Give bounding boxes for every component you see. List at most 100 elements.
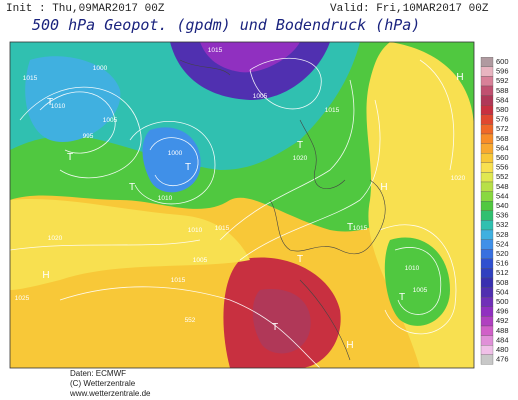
- isobar-label: 1025: [15, 295, 30, 302]
- colorbar-label: 564: [496, 143, 509, 152]
- colorbar-label: 532: [496, 220, 509, 229]
- isobar-label: 1015: [208, 47, 223, 54]
- colorbar-label: 600: [496, 57, 509, 66]
- colorbar-swatch: [480, 124, 494, 135]
- colorbar-swatch: [480, 249, 494, 259]
- colorbar-swatch: [480, 201, 494, 211]
- colorbar-swatch: [480, 335, 494, 346]
- isobar-label: 1015: [171, 277, 186, 284]
- colorbar-label: 492: [496, 316, 509, 325]
- isobar-label: 1010: [51, 103, 66, 110]
- colorbar-swatch: [480, 287, 494, 298]
- colorbar-swatch: [480, 85, 494, 96]
- pressure-symbol: T: [297, 254, 303, 265]
- isobar-label: 1015: [23, 75, 38, 82]
- colorbar-label: 528: [496, 230, 509, 239]
- colorbar-swatch: [480, 76, 494, 87]
- colorbar-label: 576: [496, 115, 509, 124]
- map-frame: [9, 41, 475, 369]
- colorbar-swatch: [480, 345, 494, 355]
- isobar-label: 1010: [158, 195, 173, 202]
- colorbar-swatch: [480, 306, 494, 317]
- isobar-label: 1000: [168, 150, 183, 157]
- colorbar-swatch: [480, 162, 494, 173]
- colorbar-swatch: [480, 297, 494, 307]
- pressure-symbol: T: [297, 140, 303, 151]
- colorbar-swatch: [480, 354, 494, 365]
- colorbar-label: 548: [496, 182, 509, 191]
- colorbar-swatch: [480, 191, 494, 202]
- colorbar-swatch: [480, 114, 494, 125]
- colorbar-label: 508: [496, 278, 509, 287]
- colorbar-label: 480: [496, 345, 509, 354]
- isobar-label: 1005: [253, 93, 268, 100]
- isobar-label: 1020: [451, 175, 466, 182]
- isobar-label: 1000: [93, 65, 108, 72]
- colorbar-swatch: [480, 229, 494, 240]
- colorbar-label: 484: [496, 335, 509, 344]
- colorbar-swatch: [480, 268, 494, 279]
- pressure-symbol: T: [185, 162, 191, 173]
- colorbar-label: 596: [496, 67, 509, 76]
- colorbar-swatch: [480, 316, 494, 327]
- colorbar-swatch: [480, 220, 494, 231]
- colorbar-label: 556: [496, 163, 509, 172]
- colorbar-label: 512: [496, 268, 509, 277]
- colorbar-swatch: [480, 239, 494, 250]
- colorbar-label: 524: [496, 239, 509, 248]
- map-field: [10, 42, 474, 368]
- colorbar-swatch: [480, 210, 494, 221]
- colorbar-swatch: [480, 95, 494, 106]
- colorbar-swatch: [480, 181, 494, 192]
- isobar-label: 1005: [193, 257, 208, 264]
- pressure-symbol: T: [67, 152, 73, 163]
- colorbar-label: 520: [496, 249, 509, 258]
- colorbar-label: 544: [496, 191, 509, 200]
- colorbar-swatch: [480, 143, 494, 154]
- colorbar-label: 588: [496, 86, 509, 95]
- colorbar-swatch: [480, 153, 494, 163]
- isobar-label: 552: [185, 317, 196, 324]
- colorbar-label: 496: [496, 307, 509, 316]
- valid-time: Valid: Fri,10MAR2017 00Z: [330, 3, 489, 15]
- footer-line: www.wetterzentrale.de: [69, 389, 151, 398]
- isobar-label: 1015: [215, 225, 230, 232]
- colorbar-label: 592: [496, 76, 509, 85]
- isobar-label: 1020: [48, 235, 63, 242]
- pressure-symbol: T: [347, 222, 353, 233]
- pressure-symbol: H: [380, 182, 387, 193]
- colorbar-swatch: [480, 57, 494, 67]
- colorbar-swatch: [480, 172, 494, 183]
- pressure-symbol: H: [456, 72, 463, 83]
- isobar-label: 1010: [405, 265, 420, 272]
- colorbar-label: 568: [496, 134, 509, 143]
- init-time: Init : Thu,09MAR2017 00Z: [6, 3, 165, 15]
- colorbar-swatch: [480, 66, 494, 77]
- colorbar-label: 560: [496, 153, 509, 162]
- pressure-symbol: T: [129, 182, 135, 193]
- pressure-symbol: H: [346, 340, 353, 351]
- colorbar-label: 516: [496, 259, 509, 268]
- isobar-label: 1005: [413, 287, 428, 294]
- isobar-label: 995: [83, 133, 94, 140]
- footer-line: (C) Wetterzentrale: [70, 379, 136, 388]
- colorbar-label: 572: [496, 124, 509, 133]
- footer-line: Daten: ECMWF: [70, 369, 126, 378]
- colorbar-label: 488: [496, 326, 509, 335]
- colorbar-swatch: [480, 258, 494, 269]
- colorbar-label: 584: [496, 95, 509, 104]
- isobar-label: 1005: [103, 117, 118, 124]
- pressure-symbol: H: [42, 270, 49, 281]
- colorbar-label: 536: [496, 211, 509, 220]
- colorbar-swatch: [480, 105, 494, 115]
- colorbar-swatch: [480, 325, 494, 336]
- colorbar-label: 580: [496, 105, 509, 114]
- colorbar-swatch: [480, 133, 494, 144]
- isobar-label: 1015: [353, 225, 368, 232]
- colorbar-label: 504: [496, 287, 509, 296]
- pressure-symbol: T: [272, 322, 278, 333]
- colorbar-label: 540: [496, 201, 509, 210]
- colorbar-label: 476: [496, 355, 509, 364]
